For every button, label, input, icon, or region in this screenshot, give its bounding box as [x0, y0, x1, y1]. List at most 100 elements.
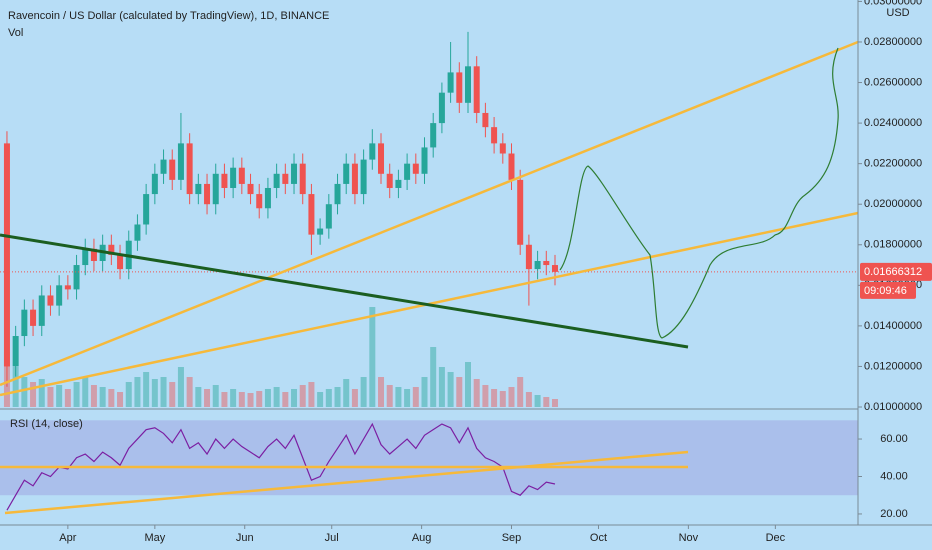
volume-bar: [177, 367, 184, 407]
candle-body: [360, 159, 367, 195]
candle-body: [508, 153, 515, 180]
candle-body: [317, 228, 324, 235]
volume-bar: [125, 382, 132, 407]
volume-bar: [517, 377, 524, 407]
candle-body: [395, 179, 402, 188]
marks: [0, 31, 858, 511]
candle-body: [238, 167, 245, 184]
candle-body: [325, 204, 332, 229]
candle-body: [82, 248, 89, 266]
trend-line: [0, 40, 859, 387]
candle-body: [447, 72, 454, 93]
x-tick-label: Dec: [766, 532, 786, 544]
volume-bar: [90, 385, 97, 407]
trend-line: [0, 233, 689, 349]
y-tick-label: 0.01800000: [864, 239, 922, 251]
volume-bar: [360, 377, 367, 407]
candle-body: [230, 167, 237, 188]
countdown-box: [860, 281, 916, 299]
volume-bar: [482, 385, 489, 407]
hand-drawn-path: [559, 47, 839, 339]
candle-body: [491, 127, 498, 144]
x-tick-label: Sep: [502, 532, 522, 544]
candle-body: [38, 295, 45, 326]
volume-bar: [412, 387, 419, 407]
volume-bar: [308, 382, 315, 407]
y-tick-label: 0.02800000: [864, 36, 922, 48]
volume-bar: [299, 385, 306, 407]
candle-body: [30, 309, 37, 326]
volume-bar: [291, 389, 298, 407]
rsi-line: [6, 422, 556, 511]
volume-bar: [499, 391, 506, 407]
candle-body: [47, 295, 54, 306]
candle-body: [291, 163, 298, 184]
x-tick-label: Jul: [325, 532, 339, 544]
y-tick-label: 0.02000000: [864, 198, 922, 210]
candle-body: [221, 173, 228, 188]
volume-bar: [99, 387, 106, 407]
volume-bar: [351, 389, 358, 407]
volume-bar: [386, 385, 393, 407]
candle-body: [351, 163, 358, 195]
candle-body: [143, 194, 150, 225]
candle-body: [204, 183, 211, 205]
volume-bar: [273, 387, 280, 407]
volume-bar: [264, 389, 271, 407]
axis-labels: 0.010000000.012000000.014000000.01600000…: [59, 0, 932, 544]
candle-body: [534, 260, 541, 270]
volume-bar: [38, 379, 45, 407]
volume-bar: [82, 377, 89, 407]
volume-bar: [473, 379, 480, 407]
volume-bar: [230, 389, 237, 407]
volume-bar: [108, 389, 115, 407]
candle-body: [90, 248, 97, 261]
candle-body: [525, 244, 532, 270]
volume-bar: [21, 377, 28, 407]
volume-bar: [447, 372, 454, 407]
y-tick-label: 0.03000000: [864, 0, 922, 7]
volume-bar: [421, 377, 428, 407]
volume-bar: [30, 382, 37, 407]
volume-bar: [465, 362, 471, 407]
candle-body: [64, 285, 71, 290]
candle-body: [499, 143, 506, 154]
candle-body: [482, 112, 489, 128]
y-tick-label: 0.02200000: [864, 158, 922, 170]
y-tick-label: 0.01200000: [864, 360, 922, 372]
candle-body: [421, 147, 428, 174]
volume-bar: [64, 389, 71, 407]
candle-body: [256, 194, 263, 209]
candle-body: [378, 143, 385, 174]
last-price-box: [860, 262, 932, 281]
candle-body: [195, 183, 202, 195]
candle-body: [438, 92, 445, 124]
volume-bar: [56, 385, 63, 407]
candle-body: [404, 163, 411, 180]
candle-body: [177, 143, 184, 180]
candle-body: [299, 163, 306, 195]
volume-bar: [325, 389, 332, 407]
volume-bar: [343, 379, 350, 407]
last-price-label: 0.01666312: [864, 266, 922, 278]
candle-body: [56, 285, 63, 306]
candle-body: [517, 179, 524, 245]
volume-bar: [212, 385, 219, 407]
rsi-band: [0, 420, 858, 496]
candle-body: [212, 173, 219, 205]
volume-bar: [404, 389, 411, 407]
volume-bar: [282, 392, 289, 407]
volume-bar: [204, 389, 211, 407]
candle-body: [412, 163, 419, 174]
candle-body: [386, 173, 393, 188]
volume-bar: [491, 389, 498, 407]
rsi-tick-label: 20.00: [880, 508, 908, 520]
volume-bar: [395, 387, 402, 407]
candle-body: [473, 66, 480, 113]
y-tick-label: 0.01400000: [864, 320, 922, 332]
volume-bar: [534, 395, 541, 407]
volume-bar: [551, 399, 558, 407]
volume-bar: [12, 367, 19, 407]
volume-bar: [508, 387, 515, 407]
